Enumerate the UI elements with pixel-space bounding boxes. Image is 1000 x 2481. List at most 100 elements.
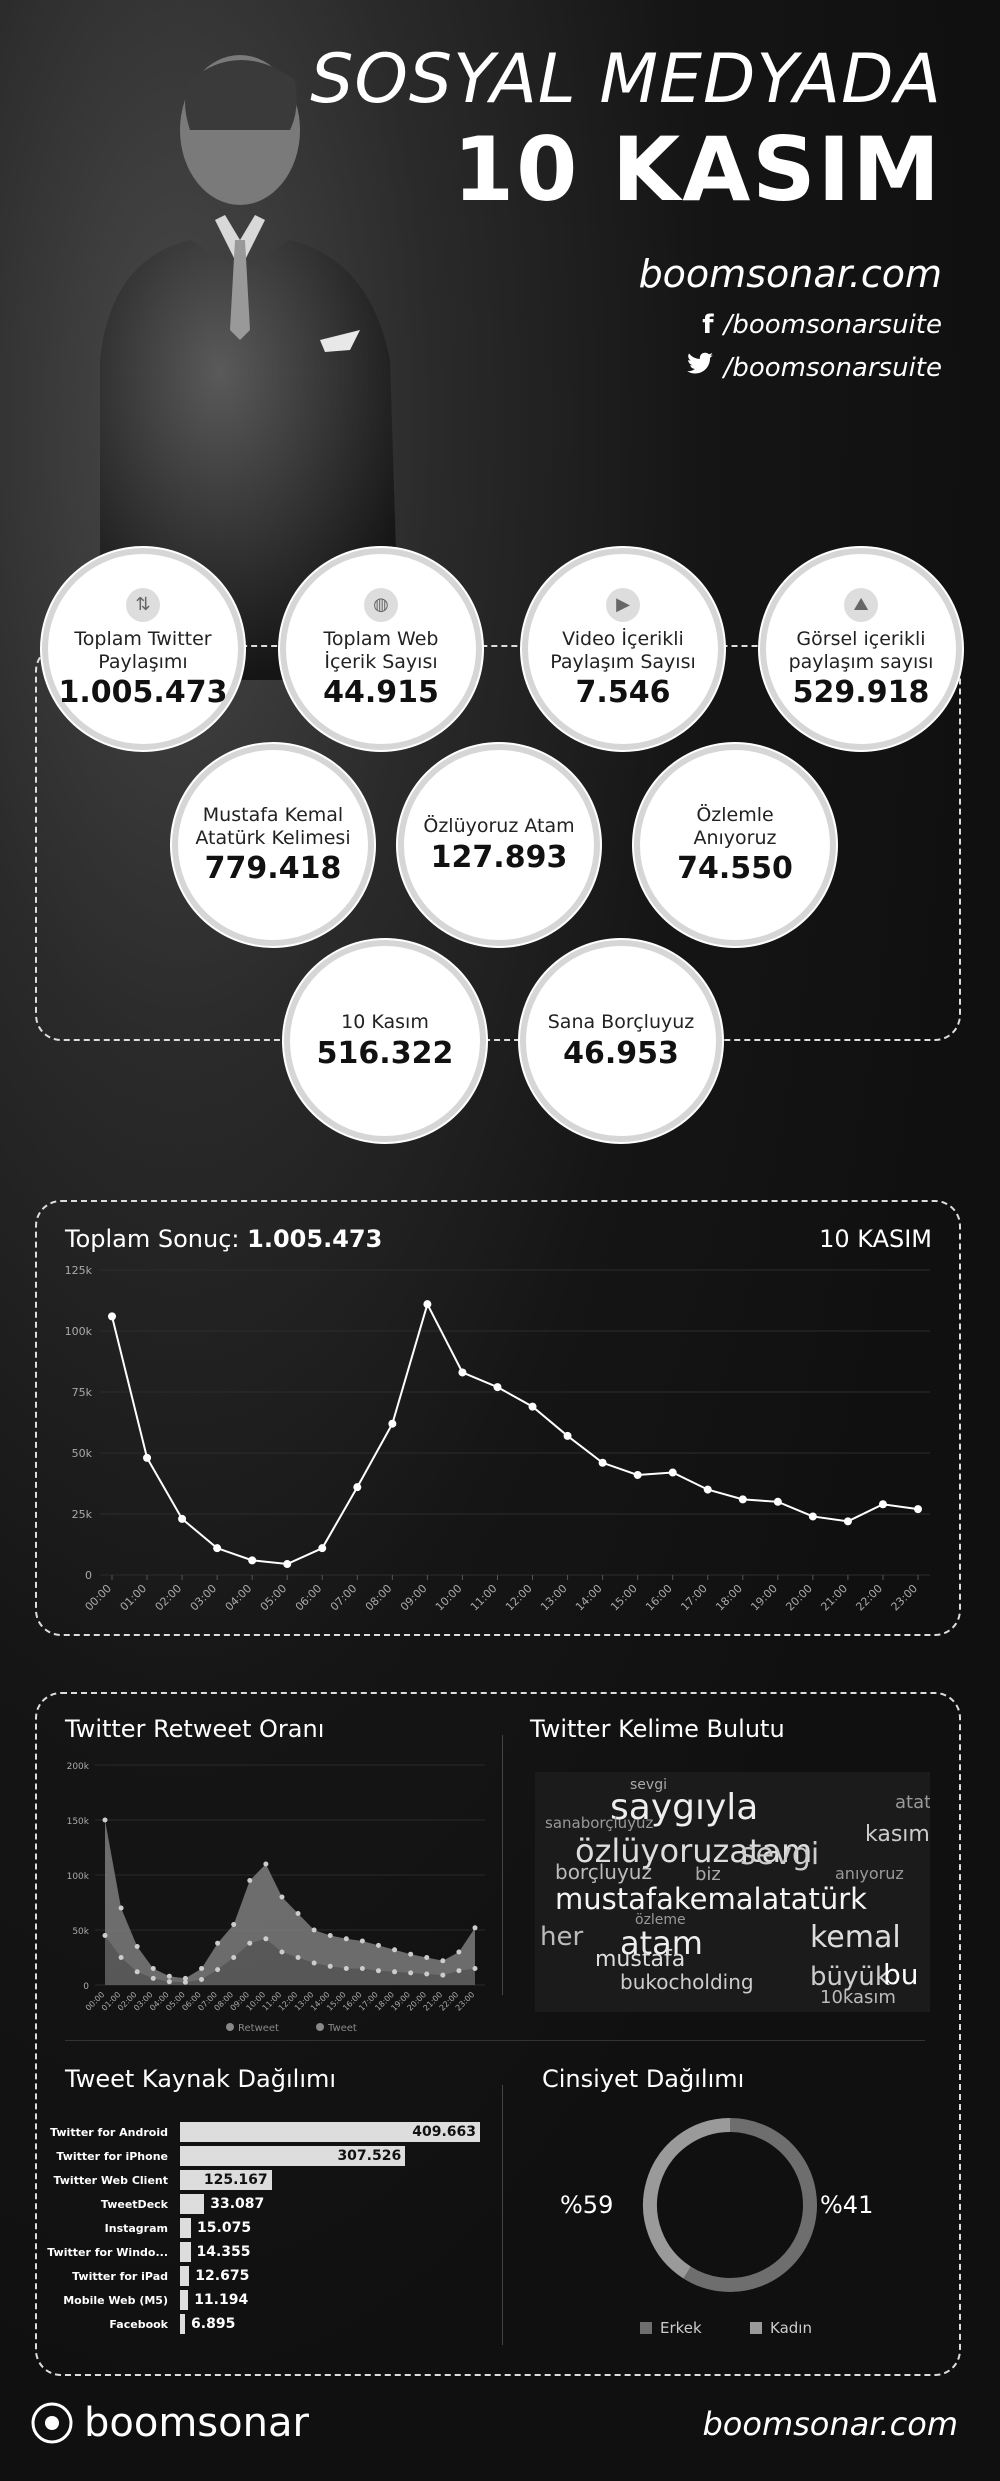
stat-image: ⛰ Görsel içerikli paylaşım sayısı 529.91…	[760, 548, 962, 750]
twitter-link[interactable]: /boomsonarsuite	[686, 352, 942, 383]
x-tick-label: 21:00	[818, 1582, 850, 1614]
data-point	[150, 1975, 156, 1981]
data-point	[633, 1470, 642, 1479]
stat-value: 1.005.473	[58, 675, 228, 711]
data-point	[440, 1972, 446, 1978]
source-name: Twitter for iPad	[72, 2269, 168, 2283]
x-tick-label: 15:00	[608, 1582, 640, 1614]
title-line1: SOSYAL MEDYADA	[310, 40, 942, 119]
data-point	[914, 1505, 922, 1514]
data-point	[295, 1955, 301, 1960]
y-tick-label: 100k	[65, 1325, 93, 1338]
stat-label: Özlüyoruz Atam	[423, 815, 575, 838]
wc-word: bu	[883, 1958, 919, 1991]
source-row: Mobile Web (M5) 11.194	[40, 2290, 248, 2310]
data-point	[279, 1949, 285, 1955]
y-tick-label: 100k	[67, 1872, 90, 1882]
data-point	[215, 1967, 221, 1973]
data-point	[472, 1966, 478, 1971]
data-point	[283, 1560, 292, 1569]
x-tick-label: 12:00	[503, 1582, 535, 1614]
source-name: Twitter for iPhone	[56, 2149, 168, 2163]
stat-value: 46.953	[563, 1035, 679, 1071]
data-point	[182, 1975, 188, 1981]
series-line	[111, 1301, 919, 1566]
play-icon: ▶	[606, 587, 640, 622]
y-tick-label: 125k	[65, 1264, 93, 1277]
divider-vertical-top	[502, 1735, 503, 1995]
stat-value: 516.322	[316, 1035, 454, 1071]
source-value: 33.087	[210, 2196, 265, 2212]
data-point	[143, 1453, 152, 1462]
source-name: Twitter for Windo...	[47, 2245, 168, 2259]
source-bar	[180, 2314, 186, 2334]
source-bar: 409.663	[180, 2122, 480, 2142]
data-point	[408, 1970, 414, 1976]
footer-logo[interactable]: boomsonar	[30, 2400, 309, 2446]
source-name: Facebook	[109, 2317, 168, 2331]
title-line2: 10 KASIM	[452, 118, 942, 221]
data-point	[472, 1925, 478, 1931]
x-tick-label: 02:00	[153, 1582, 185, 1614]
legend-label: Kadın	[770, 2319, 812, 2337]
wc-word: kasım	[865, 1822, 930, 1847]
y-tick-label: 50k	[72, 1447, 93, 1460]
data-point	[166, 1979, 172, 1985]
x-tick-label: 20:00	[783, 1582, 815, 1614]
source-title: Tweet Kaynak Dağılımı	[65, 2065, 337, 2093]
retweet-title: Twitter Retweet Oranı	[65, 1715, 325, 1743]
data-point	[213, 1544, 222, 1553]
stat-video: ▶ Video İçerikli Paylaşım Sayısı 7.546	[522, 548, 724, 750]
data-point	[178, 1514, 187, 1523]
data-point	[311, 1927, 317, 1933]
facebook-icon: f	[702, 310, 714, 340]
data-point	[528, 1402, 537, 1411]
data-point	[424, 1955, 430, 1960]
y-tick-label: 75k	[72, 1386, 93, 1399]
source-name: Twitter Web Client	[53, 2173, 168, 2187]
data-point	[458, 1368, 467, 1377]
x-tick-label: 17:00	[678, 1582, 710, 1614]
facebook-link[interactable]: f /boomsonarsuite	[702, 310, 942, 340]
footer-website[interactable]: boomsonar.com	[702, 2405, 958, 2443]
source-value: 307.526	[337, 2148, 402, 2164]
data-point	[150, 1966, 156, 1971]
website-link[interactable]: boomsonar.com	[638, 252, 942, 296]
wc-word: mustafakemalatatürk	[555, 1882, 867, 1916]
data-point	[563, 1431, 572, 1440]
x-tick-label: 16:00	[643, 1582, 675, 1614]
data-point	[199, 1966, 205, 1971]
data-point	[247, 1940, 253, 1946]
gender-donut-chart: %59 %41 Erkek Kadın	[560, 2118, 873, 2337]
source-value: 11.194	[194, 2292, 249, 2308]
data-point	[773, 1497, 782, 1506]
lower-frame	[35, 1692, 961, 2376]
stat-label: Sana Borçluyuz	[547, 1011, 695, 1034]
x-tick-label: 11:00	[468, 1582, 500, 1614]
data-point	[118, 1955, 124, 1960]
image-icon: ⛰	[844, 587, 878, 622]
source-value: 12.675	[195, 2268, 250, 2284]
x-tick-label: 09:00	[398, 1582, 430, 1614]
slice-label: %59	[560, 2191, 613, 2219]
stat-label: Özlemle Anıyoruz	[693, 803, 777, 849]
legend-label: Erkek	[660, 2319, 702, 2337]
stat-web-total: ◍ Toplam Web İçerik Sayısı 44.915	[280, 548, 482, 750]
source-bar: 125.167	[180, 2170, 272, 2190]
source-row: Facebook 6.895	[40, 2314, 235, 2334]
x-tick-label: 06:00	[293, 1582, 325, 1614]
x-tick-label: 18:00	[713, 1582, 745, 1614]
source-row: Twitter for Windo... 14.355	[40, 2242, 251, 2262]
data-point	[843, 1517, 852, 1526]
y-tick-label: 50k	[72, 1927, 89, 1937]
stat-value: 529.918	[792, 675, 930, 711]
data-point	[703, 1485, 712, 1494]
legend-marker	[750, 2322, 762, 2334]
data-point	[247, 1878, 253, 1883]
main-chart-tag: 10 KASIM	[819, 1225, 932, 1253]
wc-word: 10kasım	[820, 1987, 896, 2008]
data-point	[375, 1942, 381, 1948]
data-point	[327, 1933, 333, 1938]
data-point	[456, 1968, 462, 1974]
retweet-icon: ⇅	[126, 587, 160, 622]
